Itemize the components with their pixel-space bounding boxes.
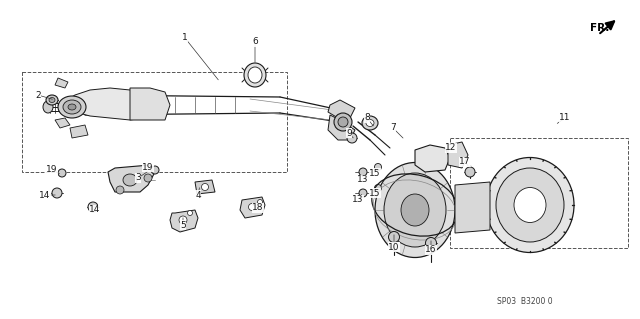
Text: SP03  B3200 0: SP03 B3200 0 — [497, 298, 553, 307]
Text: 6: 6 — [252, 38, 258, 47]
Text: 1: 1 — [182, 33, 188, 42]
Polygon shape — [328, 100, 355, 118]
Polygon shape — [415, 145, 450, 172]
Polygon shape — [328, 115, 355, 140]
Text: 15: 15 — [369, 189, 381, 197]
Ellipse shape — [202, 183, 209, 190]
Text: 19: 19 — [46, 166, 58, 174]
Bar — [22, 72, 287, 172]
Ellipse shape — [49, 98, 55, 102]
Polygon shape — [130, 88, 170, 120]
Ellipse shape — [388, 232, 399, 242]
Ellipse shape — [347, 133, 357, 143]
Ellipse shape — [465, 167, 475, 177]
Ellipse shape — [52, 188, 62, 198]
Ellipse shape — [496, 168, 564, 242]
Text: 15: 15 — [369, 168, 381, 177]
Polygon shape — [58, 88, 150, 120]
Text: 12: 12 — [445, 144, 457, 152]
Ellipse shape — [401, 194, 429, 226]
Text: 7: 7 — [390, 123, 396, 132]
Text: 17: 17 — [460, 158, 471, 167]
Polygon shape — [55, 118, 70, 128]
Ellipse shape — [359, 168, 367, 176]
Text: 19: 19 — [142, 162, 154, 172]
Text: 10: 10 — [388, 242, 400, 251]
Ellipse shape — [58, 96, 86, 118]
Ellipse shape — [257, 199, 262, 204]
Bar — [450, 138, 628, 248]
Ellipse shape — [374, 164, 381, 170]
Text: 2: 2 — [35, 91, 41, 100]
Ellipse shape — [375, 162, 455, 257]
Ellipse shape — [362, 116, 378, 130]
Ellipse shape — [46, 95, 58, 105]
Text: 4: 4 — [195, 190, 201, 199]
Text: 16: 16 — [425, 246, 436, 255]
Polygon shape — [240, 197, 265, 218]
Polygon shape — [108, 165, 155, 192]
Polygon shape — [455, 182, 490, 233]
Ellipse shape — [179, 216, 187, 224]
Ellipse shape — [88, 202, 98, 212]
Ellipse shape — [144, 174, 152, 182]
Ellipse shape — [123, 174, 137, 186]
Ellipse shape — [68, 104, 76, 110]
Ellipse shape — [116, 186, 124, 194]
Polygon shape — [70, 125, 88, 138]
Text: 11: 11 — [559, 114, 571, 122]
Text: 13: 13 — [357, 175, 369, 184]
Ellipse shape — [514, 188, 546, 222]
Ellipse shape — [374, 184, 381, 191]
Ellipse shape — [426, 238, 436, 249]
Ellipse shape — [151, 166, 159, 174]
Ellipse shape — [58, 169, 66, 177]
Polygon shape — [195, 180, 215, 194]
Text: 5: 5 — [180, 220, 186, 229]
Text: 14: 14 — [39, 190, 51, 199]
Ellipse shape — [244, 63, 266, 87]
Text: 13: 13 — [352, 196, 364, 204]
Text: 8: 8 — [364, 114, 370, 122]
Ellipse shape — [188, 211, 193, 216]
Text: 3: 3 — [135, 174, 141, 182]
Ellipse shape — [366, 120, 374, 127]
Ellipse shape — [384, 173, 446, 247]
Ellipse shape — [334, 113, 352, 131]
Text: 14: 14 — [90, 205, 100, 214]
Ellipse shape — [359, 189, 367, 197]
Ellipse shape — [63, 100, 81, 114]
Polygon shape — [448, 142, 468, 168]
Ellipse shape — [338, 117, 348, 127]
Ellipse shape — [43, 101, 53, 113]
Text: FR.: FR. — [590, 23, 609, 33]
Ellipse shape — [486, 158, 574, 253]
Ellipse shape — [248, 67, 262, 83]
Ellipse shape — [248, 204, 255, 211]
Polygon shape — [55, 78, 68, 88]
Text: 18: 18 — [252, 204, 264, 212]
Polygon shape — [170, 210, 198, 232]
Text: 9: 9 — [346, 129, 352, 137]
